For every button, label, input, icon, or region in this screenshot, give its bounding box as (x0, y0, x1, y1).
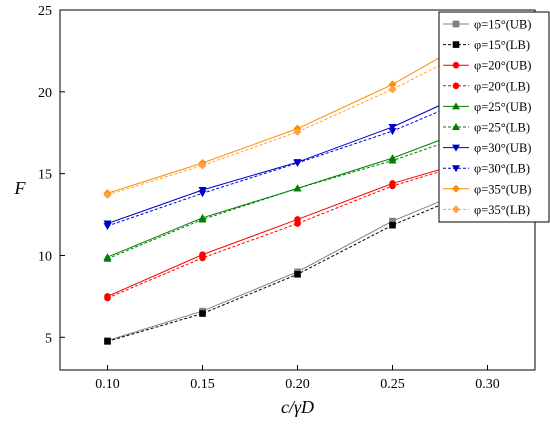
series-line (107, 181, 488, 342)
data-point (104, 294, 111, 302)
legend-marker (452, 41, 460, 48)
legend-marker (452, 82, 460, 90)
data-point (388, 128, 397, 136)
legend-marker (452, 184, 460, 193)
data-point (199, 254, 206, 262)
x-tick-label: 0.25 (380, 377, 405, 392)
legend-marker (452, 205, 460, 214)
legend-item: φ=20°(UB) (443, 59, 531, 73)
legend-label: φ=25°(LB) (474, 121, 530, 135)
legend-label: φ=30°(UB) (474, 141, 531, 155)
legend-label: φ=30°(LB) (474, 162, 530, 176)
y-tick-label: 5 (45, 331, 52, 346)
data-point (389, 217, 396, 225)
legend-marker (452, 123, 460, 130)
series-line (107, 127, 488, 260)
legend: φ=15°(UB) φ=15°(LB) φ=20°(UB) φ=20°(LB) φ=25… (438, 11, 550, 223)
legend-label: φ=15°(LB) (474, 38, 530, 52)
legend-label: φ=20°(LB) (474, 79, 530, 93)
data-point (388, 80, 397, 89)
data-point (104, 338, 111, 345)
data-point (293, 127, 302, 136)
series-group (103, 26, 492, 345)
y-tick-label: 20 (38, 86, 52, 101)
y-tick-label: 10 (38, 249, 52, 264)
series-0 (104, 178, 491, 344)
legend-label: φ=35°(LB) (474, 203, 530, 217)
data-point (388, 156, 397, 164)
legend-label: φ=15°(UB) (474, 18, 531, 32)
legend-item: φ=15°(UB) (443, 18, 531, 32)
data-point (389, 221, 396, 229)
y-tick-label: 15 (38, 168, 52, 183)
legend-item: φ=35°(LB) (443, 203, 530, 217)
x-axis-title: c/γD (281, 397, 314, 417)
legend-item: φ=35°(UB) (443, 182, 531, 196)
legend-item: φ=15°(LB) (443, 38, 530, 52)
data-point (294, 270, 301, 278)
legend-item: φ=30°(LB) (443, 162, 530, 176)
series-line (107, 30, 488, 194)
x-tick-label: 0.30 (475, 377, 500, 392)
legend-marker (452, 102, 460, 110)
legend-label: φ=25°(UB) (474, 100, 531, 114)
axes: 0.10 0.15 0.20 0.25 0.30 5 10 15 20 25 (38, 4, 536, 392)
legend-marker (452, 144, 460, 152)
series-line (107, 83, 488, 225)
series-6 (103, 80, 492, 228)
data-point (103, 190, 112, 199)
data-point (199, 310, 206, 317)
series-line (107, 184, 488, 342)
data-point (198, 161, 207, 170)
y-tick-label: 25 (38, 4, 52, 19)
data-point (198, 215, 207, 223)
x-tick-label: 0.15 (190, 377, 215, 392)
legend-item: φ=20°(LB) (443, 79, 530, 93)
legend-marker (452, 20, 460, 28)
data-point (198, 190, 207, 198)
data-point (389, 182, 396, 190)
x-tick-label: 0.10 (95, 377, 120, 392)
data-point (103, 223, 112, 230)
y-axis-title: F (14, 178, 27, 198)
legend-item: φ=25°(UB) (443, 100, 531, 114)
legend-marker (452, 61, 460, 69)
legend-label: φ=20°(UB) (474, 59, 531, 73)
legend-marker (452, 165, 460, 173)
data-point (293, 160, 302, 167)
data-point (388, 85, 397, 94)
legend-item: φ=25°(LB) (443, 121, 530, 135)
series-5 (103, 123, 492, 262)
data-point (293, 184, 302, 192)
legend-label: φ=35°(UB) (474, 182, 531, 196)
legend-item: φ=30°(UB) (443, 141, 531, 155)
data-point (294, 220, 301, 227)
data-point (388, 124, 397, 131)
series-1 (104, 181, 491, 345)
series-7 (103, 88, 492, 230)
data-point (103, 254, 112, 262)
x-tick-label: 0.20 (285, 377, 310, 392)
